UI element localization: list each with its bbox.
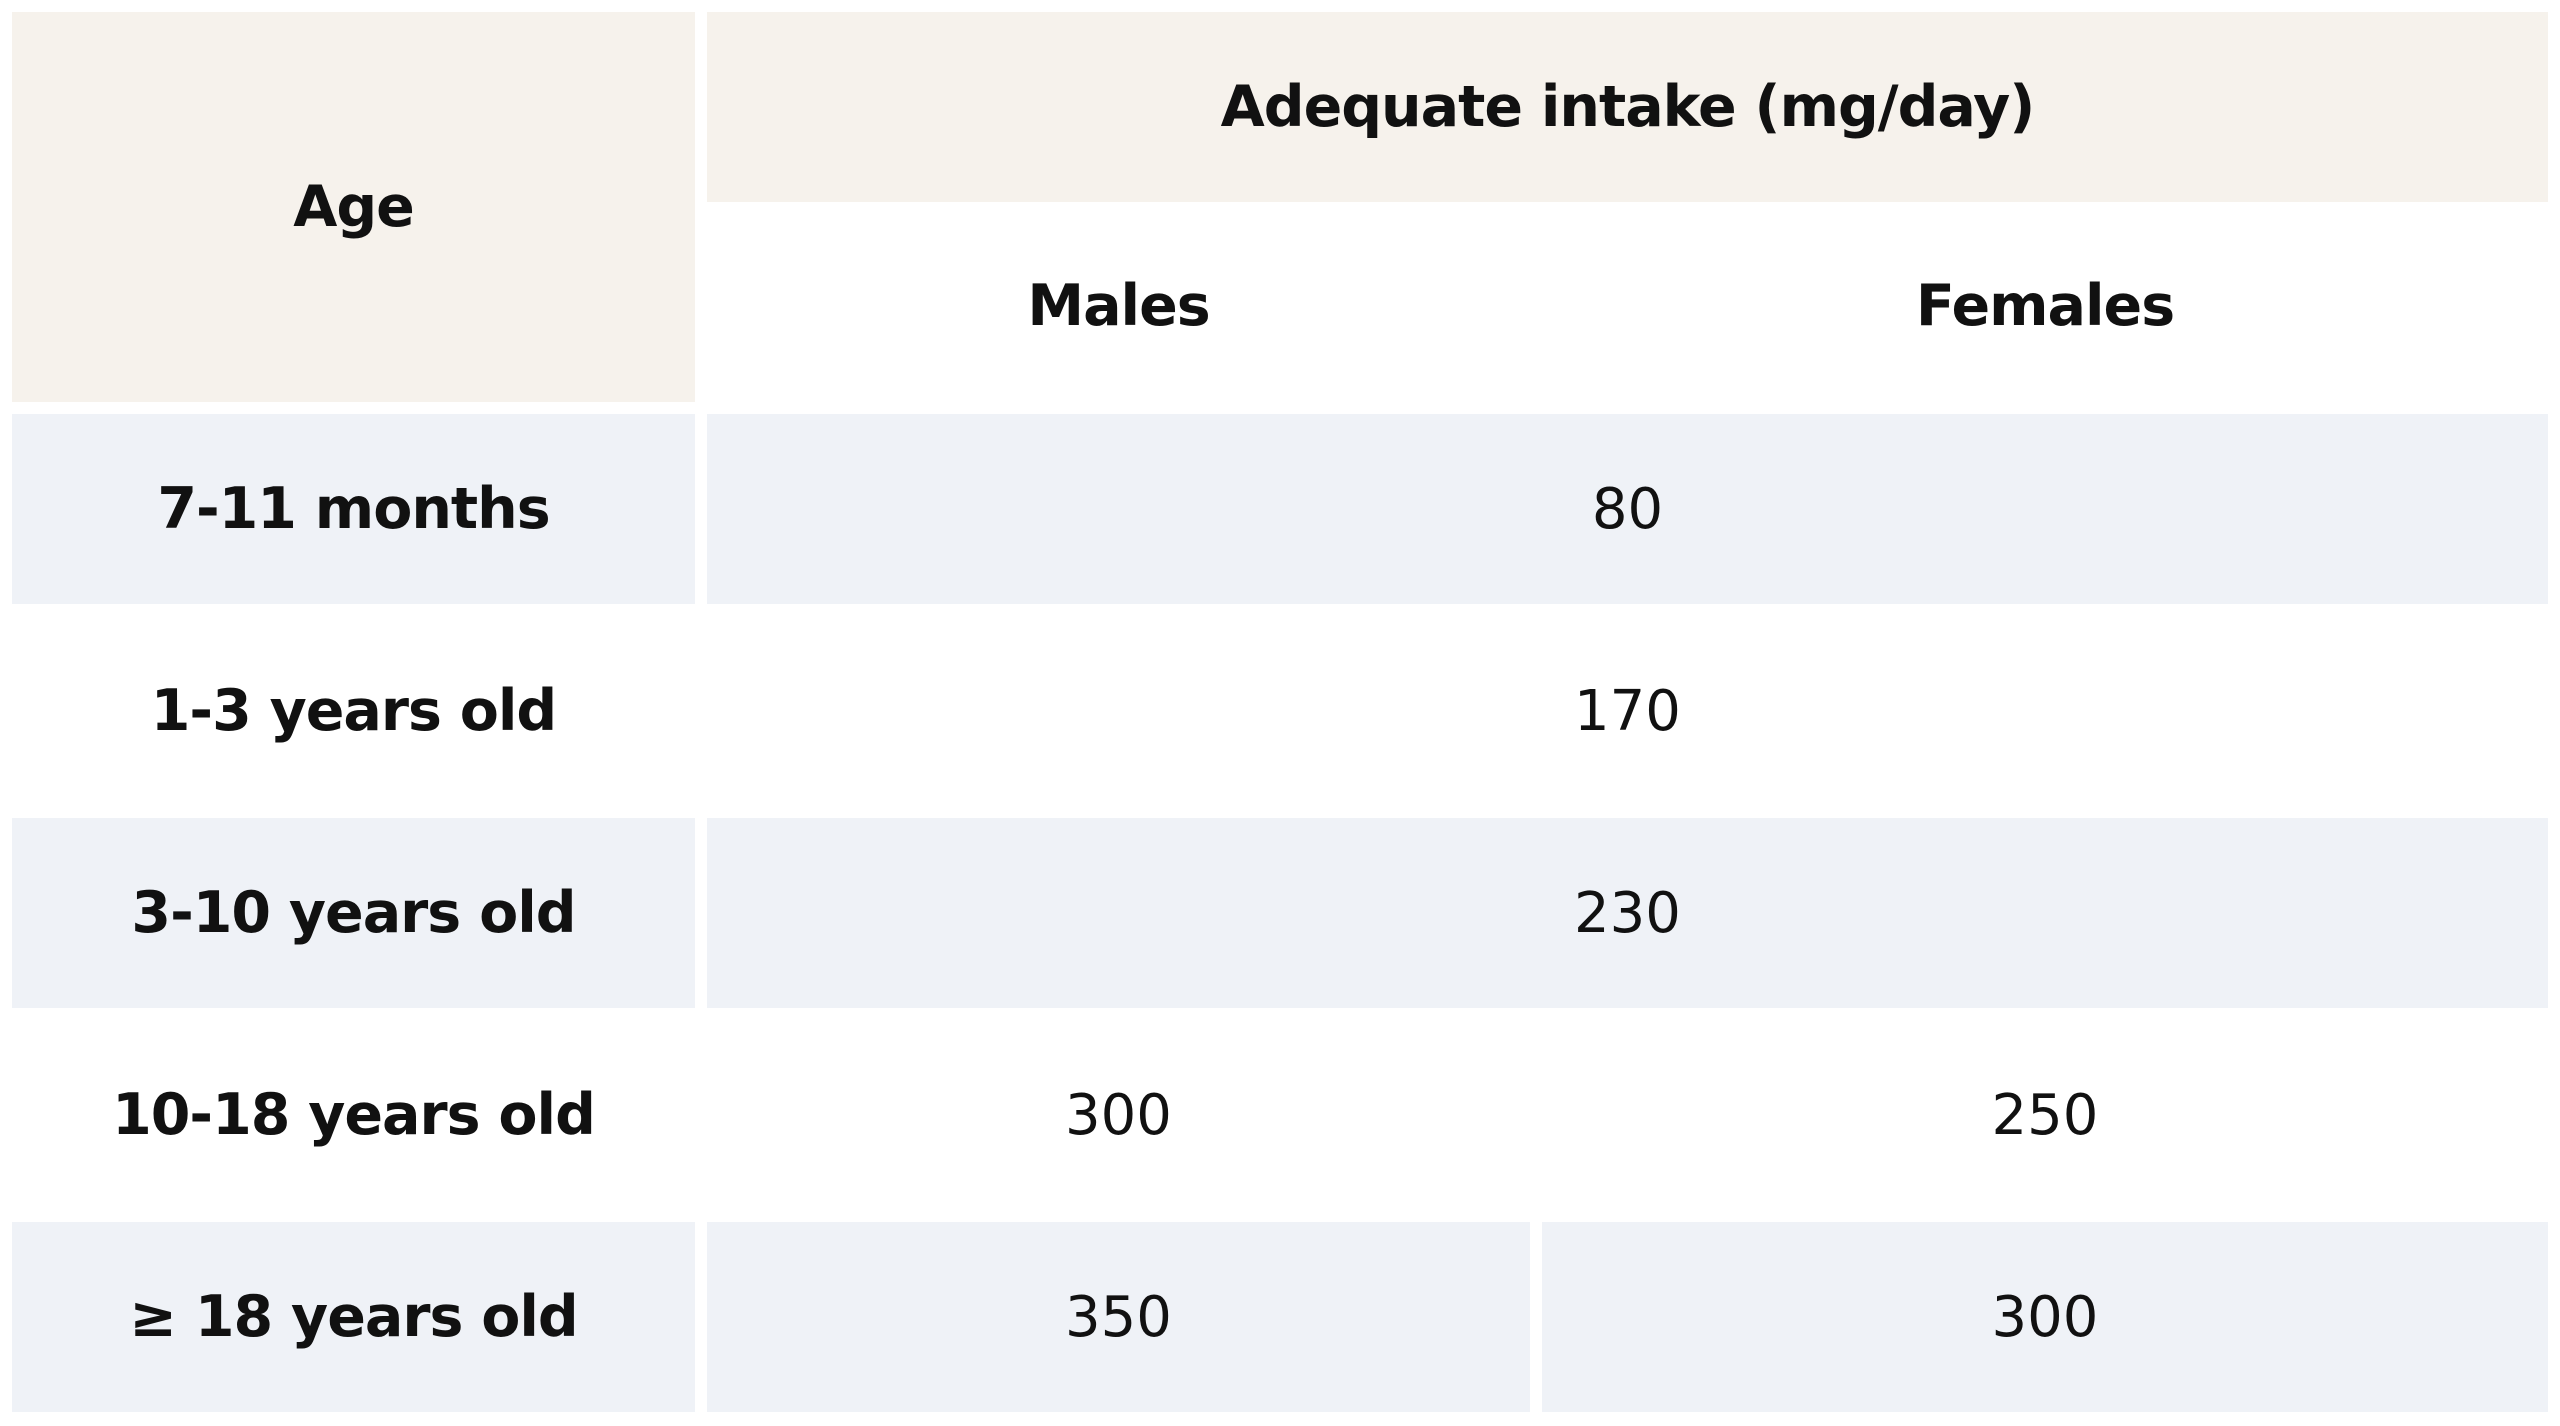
table-row-age-cell: 10-18 years old: [12, 1020, 695, 1210]
intake-value: 350: [1065, 1284, 1172, 1350]
age-label: 7-11 months: [157, 476, 550, 542]
age-label: 3-10 years old: [131, 880, 576, 946]
intake-value: 300: [1065, 1082, 1172, 1148]
header-males: Males: [707, 210, 1530, 402]
age-label: 10-18 years old: [112, 1082, 596, 1148]
intake-value: 170: [1574, 678, 1681, 744]
intake-value: 250: [1991, 1082, 2099, 1148]
header-adequate-intake-label: Adequate intake (mg/day): [1220, 74, 2036, 140]
table-row-age-cell: 3-10 years old: [12, 818, 695, 1008]
intake-value-combined: 230: [707, 818, 2548, 1008]
intake-value: 300: [1991, 1284, 2099, 1350]
age-label: 1-3 years old: [150, 678, 557, 744]
header-age: Age: [12, 12, 695, 402]
intake-value-females: 250: [1542, 1020, 2548, 1210]
table-row-age-cell: 7-11 months: [12, 414, 695, 604]
header-females-label: Females: [1915, 273, 2175, 339]
header-females: Females: [1542, 210, 2548, 402]
table-row-age-cell: ≥ 18 years old: [12, 1222, 695, 1412]
intake-value: 230: [1574, 880, 1681, 946]
intake-value: 80: [1591, 476, 1664, 542]
table-row-age-cell: 1-3 years old: [12, 616, 695, 806]
header-age-label: Age: [293, 174, 415, 240]
intake-value-males: 300: [707, 1020, 1530, 1210]
header-adequate-intake: Adequate intake (mg/day): [707, 12, 2548, 202]
intake-value-combined: 170: [707, 616, 2548, 806]
intake-value-combined: 80: [707, 414, 2548, 604]
intake-value-males: 350: [707, 1222, 1530, 1412]
header-males-label: Males: [1027, 273, 1210, 339]
age-label: ≥ 18 years old: [129, 1284, 578, 1350]
intake-value-females: 300: [1542, 1222, 2548, 1412]
